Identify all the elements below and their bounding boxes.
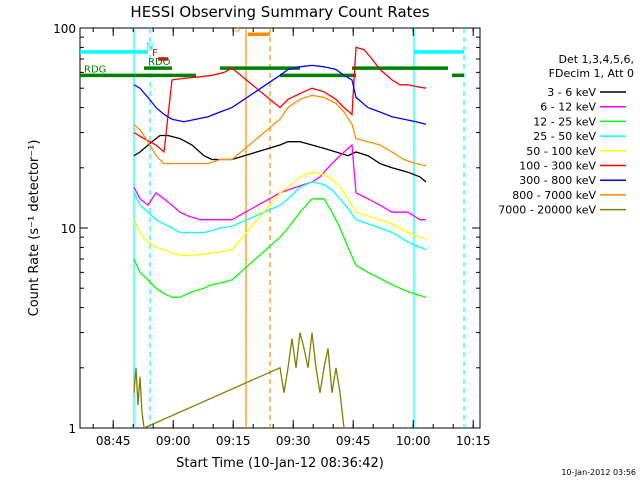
series-line-3 — [133, 181, 427, 251]
x-tick-label-2: 09:15 — [216, 434, 251, 448]
x-tick-label-4: 09:45 — [336, 434, 371, 448]
legend-label-5: 100 - 300 keV — [519, 160, 596, 173]
series-line-2 — [133, 198, 427, 299]
x-tick-label-3: 09:30 — [276, 434, 311, 448]
y-tick-label-0: 1 — [68, 422, 76, 436]
series-line-7 — [133, 94, 427, 167]
legend-label-2: 12 - 25 keV — [533, 115, 596, 128]
legend-label-0: 3 - 6 keV — [547, 86, 596, 99]
y-axis-label: Count Rate (s⁻¹ detector⁻¹) — [27, 140, 42, 317]
y-axis-ticks: 1 10 100 — [53, 22, 480, 436]
x-tick-label-0: 08:45 — [96, 434, 131, 448]
legend-label-6: 300 - 800 keV — [519, 174, 596, 187]
x-tick-label-5: 10:00 — [396, 434, 431, 448]
legend-label-8: 7000 - 20000 keV — [498, 204, 596, 217]
legend-header-1: Det 1,3,4,5,6, — [558, 53, 634, 66]
flag-label-n: N — [146, 41, 153, 52]
x-axis-label: Start Time (10-Jan-12 08:36:42) — [176, 456, 384, 471]
series-line-6 — [133, 64, 427, 125]
y-tick-label-1: 10 — [61, 222, 76, 236]
chart-title: HESSI Observing Summary Count Rates — [130, 3, 429, 21]
legend-header-2: FDecim 1, Att 0 — [549, 67, 634, 80]
footer-timestamp: 10-Jan-2012 03:56 — [561, 468, 636, 477]
series-line-0 — [133, 134, 427, 183]
flag-label-rdo: RDO — [148, 57, 171, 68]
flag-label-rdg: RDG — [84, 64, 106, 75]
flag-label-f: F — [152, 48, 158, 59]
flag-label-s: S — [234, 23, 240, 34]
legend-label-1: 6 - 12 keV — [540, 101, 596, 114]
series-line-1 — [133, 143, 426, 221]
series-line-5 — [133, 46, 427, 154]
legend-label-3: 25 - 50 keV — [533, 130, 596, 143]
series-line-8 — [133, 332, 345, 428]
series-line-4 — [133, 171, 427, 256]
y-tick-label-2: 100 — [53, 22, 76, 36]
legend-label-7: 800 - 7000 keV — [512, 189, 596, 202]
x-tick-label-6: 10:15 — [456, 434, 491, 448]
x-tick-label-1: 09:00 — [156, 434, 191, 448]
x-axis-ticks: 08:45 09:00 09:15 09:30 09:45 10:00 10:15 — [92, 28, 491, 448]
legend-label-4: 50 - 100 keV — [526, 145, 596, 158]
